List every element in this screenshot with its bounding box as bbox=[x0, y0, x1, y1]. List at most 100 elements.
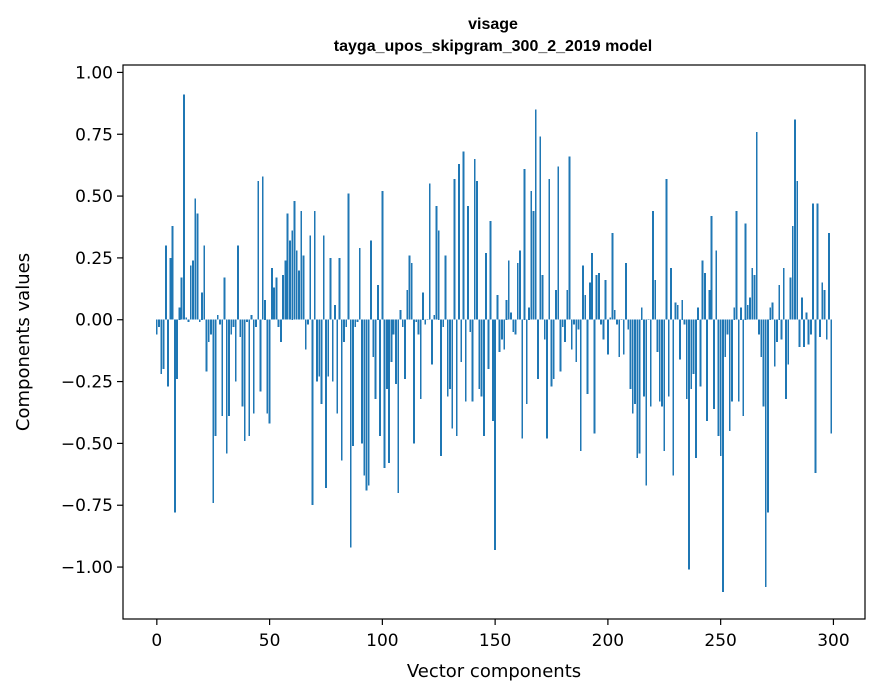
bar bbox=[512, 319, 515, 333]
bar bbox=[649, 319, 652, 407]
bar bbox=[528, 307, 530, 320]
bar bbox=[225, 319, 228, 454]
bar bbox=[394, 319, 397, 385]
bar bbox=[694, 319, 697, 459]
bar bbox=[676, 304, 679, 320]
bar bbox=[703, 272, 706, 320]
bar bbox=[507, 260, 510, 320]
bar bbox=[731, 319, 733, 402]
y-tick-label: −0.75 bbox=[61, 496, 113, 516]
bar bbox=[762, 319, 765, 407]
bar bbox=[185, 317, 188, 320]
y-tick-label: 0.00 bbox=[75, 311, 113, 331]
bar bbox=[521, 319, 524, 439]
bar bbox=[223, 277, 226, 320]
bar bbox=[498, 319, 501, 352]
bar bbox=[164, 245, 167, 320]
bar bbox=[539, 136, 542, 320]
bar bbox=[634, 319, 636, 404]
bar bbox=[489, 220, 492, 320]
bar bbox=[354, 319, 357, 328]
bar bbox=[234, 319, 237, 382]
bar bbox=[717, 319, 720, 436]
bar bbox=[476, 181, 478, 320]
bar bbox=[347, 193, 350, 320]
bar bbox=[473, 158, 476, 320]
bar bbox=[365, 319, 368, 491]
bar bbox=[343, 319, 345, 342]
bar bbox=[158, 319, 160, 328]
bar bbox=[192, 260, 194, 320]
bar bbox=[331, 319, 334, 382]
bar bbox=[392, 319, 395, 335]
bar bbox=[302, 255, 305, 320]
bar bbox=[510, 312, 512, 320]
bar bbox=[318, 319, 321, 377]
bar bbox=[494, 319, 497, 550]
bar bbox=[361, 319, 363, 444]
bar bbox=[625, 262, 627, 320]
bar bbox=[778, 285, 781, 320]
bar bbox=[212, 319, 215, 503]
bar bbox=[584, 295, 587, 320]
bar bbox=[485, 252, 487, 320]
plot-frame bbox=[122, 64, 866, 620]
bar bbox=[458, 163, 460, 320]
bar bbox=[329, 257, 332, 320]
bar bbox=[658, 319, 661, 402]
bar bbox=[180, 277, 183, 320]
bar bbox=[252, 319, 255, 414]
bar bbox=[444, 255, 447, 320]
bar bbox=[670, 267, 672, 320]
bar bbox=[491, 319, 494, 422]
bar bbox=[203, 245, 206, 320]
bar bbox=[530, 191, 533, 320]
x-axis: 0 50 100 150 200 250 300 bbox=[151, 619, 850, 651]
bar bbox=[618, 319, 621, 357]
bar bbox=[751, 267, 754, 320]
bar bbox=[541, 275, 544, 320]
bar bbox=[800, 297, 803, 320]
y-tick-label: 0.25 bbox=[75, 249, 113, 269]
bar bbox=[629, 319, 632, 389]
bar bbox=[613, 309, 616, 320]
bar bbox=[336, 319, 339, 414]
bar bbox=[198, 319, 201, 323]
bar bbox=[740, 307, 742, 320]
bar bbox=[182, 94, 185, 320]
bar bbox=[162, 319, 165, 370]
x-tick-label: 0 bbox=[151, 631, 162, 651]
bar bbox=[379, 319, 381, 436]
bar bbox=[257, 181, 260, 320]
bar bbox=[663, 319, 666, 451]
bar bbox=[688, 319, 690, 570]
bar bbox=[640, 307, 643, 320]
bar bbox=[519, 250, 521, 320]
bar bbox=[349, 319, 352, 548]
bar bbox=[548, 178, 551, 320]
bar bbox=[214, 319, 217, 436]
y-tick-label: 0.50 bbox=[75, 187, 113, 207]
bar bbox=[356, 319, 359, 323]
bar bbox=[794, 119, 796, 320]
bar bbox=[415, 319, 418, 323]
bar bbox=[237, 245, 239, 320]
bar bbox=[399, 309, 402, 320]
bar bbox=[275, 277, 278, 320]
x-axis-label: Vector components bbox=[407, 661, 581, 682]
bar bbox=[645, 319, 648, 486]
bar bbox=[760, 319, 763, 357]
bar bbox=[453, 178, 456, 320]
bar bbox=[417, 319, 420, 335]
bar bbox=[277, 319, 280, 328]
bar bbox=[372, 319, 375, 357]
bar bbox=[557, 166, 560, 320]
bar bbox=[404, 319, 406, 380]
bar bbox=[667, 319, 670, 397]
bar bbox=[293, 201, 296, 320]
bar bbox=[710, 215, 713, 320]
bar bbox=[435, 205, 438, 320]
bar bbox=[264, 299, 266, 320]
bar bbox=[616, 319, 618, 325]
